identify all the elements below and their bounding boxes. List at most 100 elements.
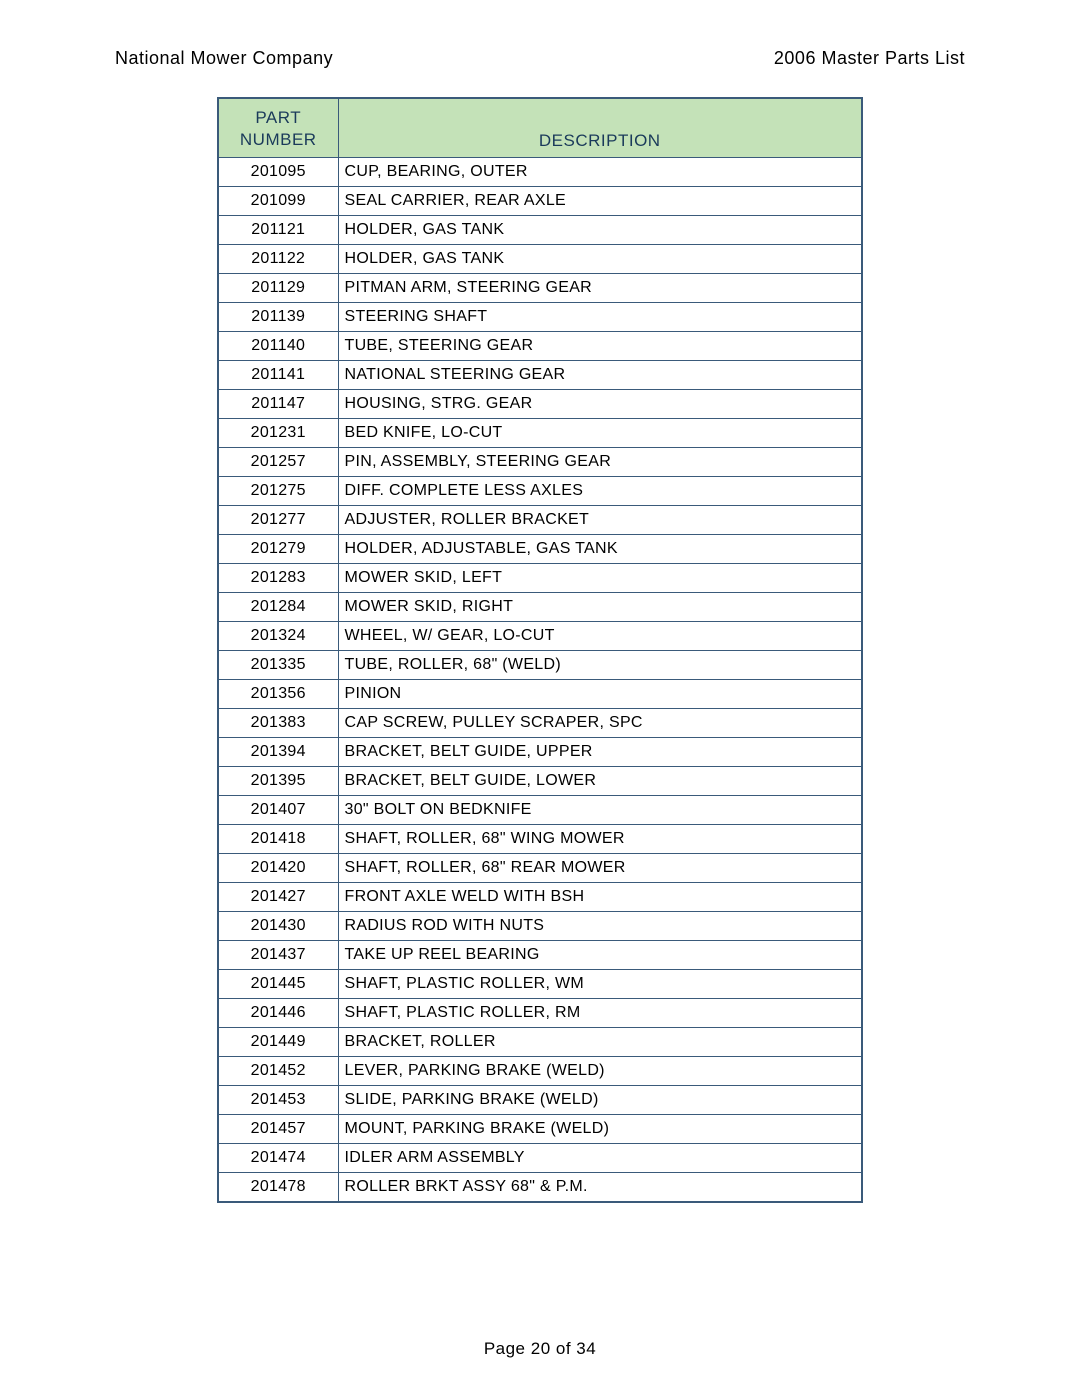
table-row: 201453SLIDE, PARKING BRAKE (WELD) <box>218 1086 862 1115</box>
cell-description: TUBE, ROLLER, 68" (WELD) <box>338 651 862 680</box>
table-row: 201457MOUNT, PARKING BRAKE (WELD) <box>218 1115 862 1144</box>
page-footer: Page 20 of 34 <box>0 1339 1080 1359</box>
cell-description: STEERING SHAFT <box>338 303 862 332</box>
table-row: 201099SEAL CARRIER, REAR AXLE <box>218 187 862 216</box>
cell-description: TUBE, STEERING GEAR <box>338 332 862 361</box>
cell-description: FRONT AXLE WELD WITH BSH <box>338 883 862 912</box>
table-row: 201129PITMAN ARM, STEERING GEAR <box>218 274 862 303</box>
cell-part-number: 201095 <box>218 158 338 187</box>
cell-description: RADIUS ROD WITH NUTS <box>338 912 862 941</box>
table-row: 201122HOLDER, GAS TANK <box>218 245 862 274</box>
table-row: 201452LEVER, PARKING BRAKE (WELD) <box>218 1057 862 1086</box>
document-title: 2006 Master Parts List <box>774 48 965 69</box>
cell-part-number: 201474 <box>218 1144 338 1173</box>
table-row: 201283MOWER SKID, LEFT <box>218 564 862 593</box>
cell-part-number: 201383 <box>218 709 338 738</box>
cell-part-number: 201277 <box>218 506 338 535</box>
table-row: 201437TAKE UP REEL BEARING <box>218 941 862 970</box>
col-header-description: DESCRIPTION <box>338 98 862 158</box>
table-row: 201139STEERING SHAFT <box>218 303 862 332</box>
table-row: 201394BRACKET, BELT GUIDE, UPPER <box>218 738 862 767</box>
page-header: National Mower Company 2006 Master Parts… <box>115 48 965 69</box>
table-row: 20140730" BOLT ON BEDKNIFE <box>218 796 862 825</box>
cell-part-number: 201430 <box>218 912 338 941</box>
cell-description: PITMAN ARM, STEERING GEAR <box>338 274 862 303</box>
page-container: National Mower Company 2006 Master Parts… <box>0 0 1080 1397</box>
table-row: 201478ROLLER BRKT ASSY 68" & P.M. <box>218 1173 862 1203</box>
cell-part-number: 201283 <box>218 564 338 593</box>
table-row: 201474IDLER ARM ASSEMBLY <box>218 1144 862 1173</box>
cell-part-number: 201445 <box>218 970 338 999</box>
cell-description: MOWER SKID, LEFT <box>338 564 862 593</box>
cell-part-number: 201099 <box>218 187 338 216</box>
cell-description: SHAFT, PLASTIC ROLLER, RM <box>338 999 862 1028</box>
cell-part-number: 201420 <box>218 854 338 883</box>
table-row: 201275DIFF. COMPLETE LESS AXLES <box>218 477 862 506</box>
cell-description: SLIDE, PARKING BRAKE (WELD) <box>338 1086 862 1115</box>
table-row: 201445SHAFT, PLASTIC ROLLER, WM <box>218 970 862 999</box>
table-row: 201427FRONT AXLE WELD WITH BSH <box>218 883 862 912</box>
table-row: 201420SHAFT, ROLLER, 68" REAR MOWER <box>218 854 862 883</box>
cell-description: SHAFT, ROLLER, 68" WING MOWER <box>338 825 862 854</box>
parts-table: PART NUMBER DESCRIPTION 201095CUP, BEARI… <box>217 97 863 1203</box>
table-row: 201257PIN, ASSEMBLY, STEERING GEAR <box>218 448 862 477</box>
cell-part-number: 201478 <box>218 1173 338 1203</box>
cell-description: HOLDER, GAS TANK <box>338 245 862 274</box>
cell-description: ROLLER BRKT ASSY 68" & P.M. <box>338 1173 862 1203</box>
cell-part-number: 201394 <box>218 738 338 767</box>
cell-description: 30" BOLT ON BEDKNIFE <box>338 796 862 825</box>
table-row: 201335TUBE, ROLLER, 68" (WELD) <box>218 651 862 680</box>
cell-description: ADJUSTER, ROLLER BRACKET <box>338 506 862 535</box>
table-row: 201277ADJUSTER, ROLLER BRACKET <box>218 506 862 535</box>
cell-description: DIFF. COMPLETE LESS AXLES <box>338 477 862 506</box>
cell-part-number: 201129 <box>218 274 338 303</box>
cell-part-number: 201147 <box>218 390 338 419</box>
cell-description: CAP SCREW, PULLEY SCRAPER, SPC <box>338 709 862 738</box>
table-row: 201418SHAFT, ROLLER, 68" WING MOWER <box>218 825 862 854</box>
table-row: 201324WHEEL, W/ GEAR, LO-CUT <box>218 622 862 651</box>
cell-description: MOWER SKID, RIGHT <box>338 593 862 622</box>
cell-part-number: 201275 <box>218 477 338 506</box>
cell-part-number: 201356 <box>218 680 338 709</box>
cell-description: HOLDER, GAS TANK <box>338 216 862 245</box>
cell-description: CUP, BEARING, OUTER <box>338 158 862 187</box>
cell-description: PINION <box>338 680 862 709</box>
cell-part-number: 201284 <box>218 593 338 622</box>
table-row: 201147HOUSING, STRG. GEAR <box>218 390 862 419</box>
cell-part-number: 201395 <box>218 767 338 796</box>
table-row: 201141NATIONAL STEERING GEAR <box>218 361 862 390</box>
table-row: 201395BRACKET, BELT GUIDE, LOWER <box>218 767 862 796</box>
cell-part-number: 201452 <box>218 1057 338 1086</box>
cell-description: PIN, ASSEMBLY, STEERING GEAR <box>338 448 862 477</box>
cell-description: HOUSING, STRG. GEAR <box>338 390 862 419</box>
table-row: 201430RADIUS ROD WITH NUTS <box>218 912 862 941</box>
cell-part-number: 201324 <box>218 622 338 651</box>
cell-description: SEAL CARRIER, REAR AXLE <box>338 187 862 216</box>
table-row: 201095CUP, BEARING, OUTER <box>218 158 862 187</box>
cell-description: TAKE UP REEL BEARING <box>338 941 862 970</box>
col-header-part-line1: PART <box>255 108 301 127</box>
cell-description: SHAFT, ROLLER, 68" REAR MOWER <box>338 854 862 883</box>
cell-part-number: 201141 <box>218 361 338 390</box>
cell-part-number: 201139 <box>218 303 338 332</box>
cell-description: BRACKET, BELT GUIDE, UPPER <box>338 738 862 767</box>
cell-part-number: 201279 <box>218 535 338 564</box>
table-row: 201121HOLDER, GAS TANK <box>218 216 862 245</box>
cell-description: MOUNT, PARKING BRAKE (WELD) <box>338 1115 862 1144</box>
cell-description: BRACKET, ROLLER <box>338 1028 862 1057</box>
cell-part-number: 201453 <box>218 1086 338 1115</box>
cell-part-number: 201449 <box>218 1028 338 1057</box>
table-row: 201383CAP SCREW, PULLEY SCRAPER, SPC <box>218 709 862 738</box>
table-row: 201279HOLDER, ADJUSTABLE, GAS TANK <box>218 535 862 564</box>
cell-description: BRACKET, BELT GUIDE, LOWER <box>338 767 862 796</box>
cell-description: BED KNIFE, LO-CUT <box>338 419 862 448</box>
company-name: National Mower Company <box>115 48 333 69</box>
cell-part-number: 201446 <box>218 999 338 1028</box>
cell-part-number: 201335 <box>218 651 338 680</box>
cell-part-number: 201407 <box>218 796 338 825</box>
table-row: 201449BRACKET, ROLLER <box>218 1028 862 1057</box>
table-row: 201356PINION <box>218 680 862 709</box>
cell-part-number: 201437 <box>218 941 338 970</box>
cell-description: SHAFT, PLASTIC ROLLER, WM <box>338 970 862 999</box>
table-row: 201231BED KNIFE, LO-CUT <box>218 419 862 448</box>
